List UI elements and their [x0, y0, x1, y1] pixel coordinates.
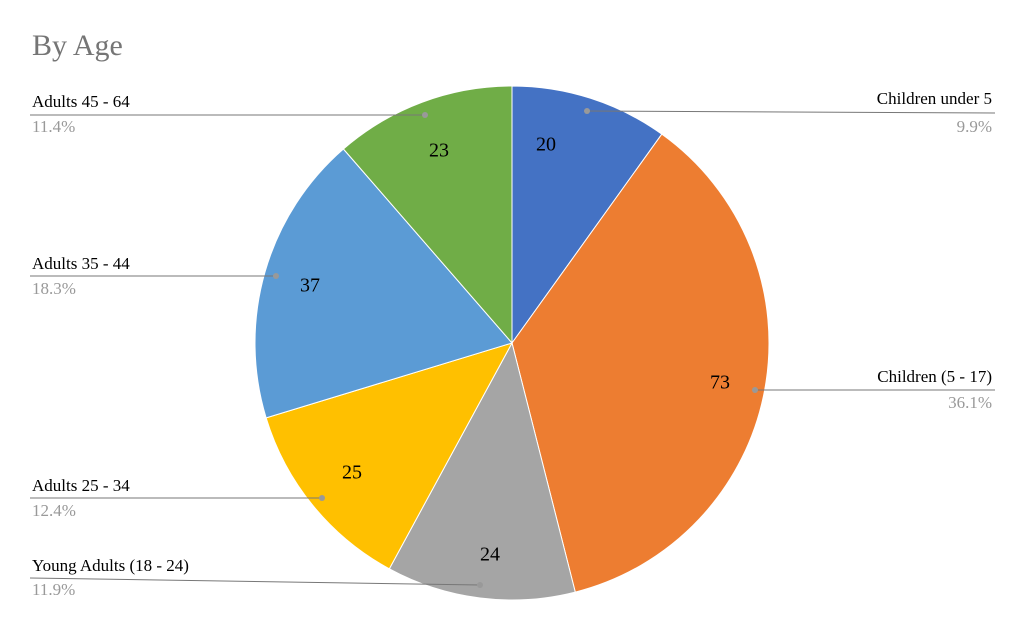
leader-dot: [319, 495, 325, 501]
data-label: 24: [480, 544, 500, 566]
legend-label: Adults 35 - 44: [32, 254, 130, 273]
legend-label: Adults 25 - 34: [32, 476, 130, 495]
leader-dot: [584, 108, 590, 114]
percent-label: 18.3%: [32, 279, 76, 298]
legend-label: Children under 5: [877, 89, 992, 108]
chart-title: By Age: [32, 29, 123, 62]
data-label: 37: [300, 275, 320, 297]
leader-line: [29, 577, 481, 586]
pie-slice: [254, 148, 513, 419]
pie-slice: [388, 341, 576, 601]
data-label: 73: [710, 372, 730, 394]
percent-label: 11.9%: [32, 580, 75, 599]
leader-dot: [422, 112, 428, 118]
leader-line: [586, 110, 996, 114]
legend-label: Children (5 - 17): [877, 367, 992, 386]
leader-dot: [273, 273, 279, 279]
data-label: 23: [429, 140, 449, 162]
data-label: 20: [536, 134, 556, 156]
legend-label: Young Adults (18 - 24): [32, 556, 189, 575]
percent-label: 36.1%: [948, 393, 992, 412]
legend-label: Adults 45 - 64: [32, 92, 130, 111]
leader-dot: [752, 387, 758, 393]
percent-label: 12.4%: [32, 501, 76, 520]
pie-slice: [511, 133, 770, 593]
percent-label: 9.9%: [957, 117, 992, 136]
pie-slice: [342, 85, 513, 345]
leader-dot: [477, 582, 483, 588]
percent-label: 11.4%: [32, 117, 75, 136]
data-label: 25: [342, 462, 362, 484]
pie-slice: [511, 85, 663, 345]
